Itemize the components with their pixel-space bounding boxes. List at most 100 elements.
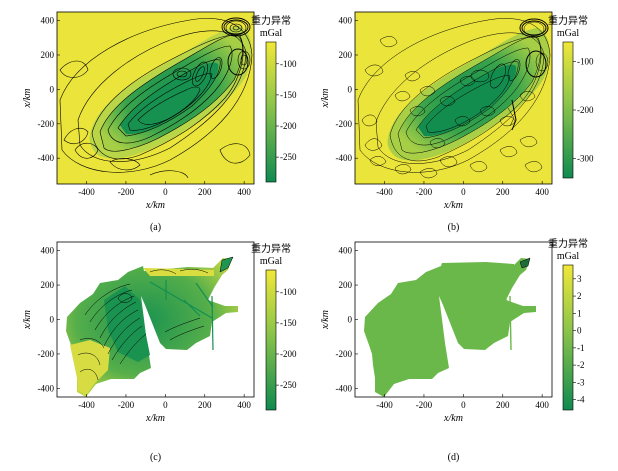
colorbar-tick-label: 3	[577, 274, 582, 284]
contours-c	[77, 269, 209, 381]
panel-d	[354, 241, 553, 398]
x-axis-label: x/km	[145, 200, 165, 211]
colorbar-unit: mGal	[260, 28, 282, 39]
x-tick-label: 200	[496, 400, 510, 410]
y-axis-label: x/km	[22, 310, 33, 330]
data-region-c-yellow-sw	[70, 340, 110, 395]
y-tick-label: 400	[41, 16, 55, 26]
x-tick-label: 0	[163, 187, 168, 197]
map-b	[355, 12, 552, 184]
x-tick-label: -200	[118, 400, 135, 410]
y-tick-label: -200	[38, 119, 55, 129]
y-tick-label: -200	[336, 349, 353, 359]
colorbar-bar	[265, 269, 277, 411]
colorbar-tick-label: -150	[280, 318, 297, 328]
data-region-c-core	[104, 286, 150, 362]
x-tick-label: 400	[237, 400, 251, 410]
colorbar-title: 重力异常	[251, 242, 291, 255]
frame-a	[56, 11, 255, 185]
x-tick-label: -400	[376, 400, 393, 410]
y-tick-label: -200	[336, 119, 353, 129]
x-tick-label: 0	[461, 187, 466, 197]
x-axis-label: x/km	[443, 413, 463, 424]
colorbar-title: 重力异常	[251, 14, 291, 27]
axes-layer: -400 -200 0 200 4004002000-200-400x/kmx/km(a…	[22, 14, 594, 463]
colorbar-tick-label: -250	[280, 152, 297, 162]
y-axis-label: x/km	[22, 89, 33, 109]
streak-c-ne	[219, 256, 234, 273]
panel-label: (a)	[150, 222, 161, 233]
colorbar-tick-label: -250	[280, 380, 297, 390]
colorbar-unit: mGal	[557, 28, 579, 39]
y-axis-label: x/km	[320, 89, 331, 109]
y-tick-label: -400	[336, 153, 353, 163]
y-tick-label: 0	[50, 315, 55, 325]
y-tick-label: 0	[348, 315, 353, 325]
colorbar-title: 重力异常	[548, 14, 588, 27]
x-axis-label: x/km	[443, 200, 463, 211]
colorbar-tick-label: -1	[577, 343, 585, 353]
x-tick-label: 200	[198, 400, 212, 410]
panel-label: (d)	[448, 452, 460, 463]
panel-c	[56, 241, 255, 398]
colorbar-bar	[562, 264, 574, 411]
frame-b	[354, 11, 553, 185]
panel-label: (b)	[448, 222, 460, 233]
map-c	[57, 242, 254, 397]
x-tick-label: 400	[237, 187, 251, 197]
x-tick-label: 0	[461, 400, 466, 410]
x-axis-label: x/km	[145, 413, 165, 424]
streaks-d	[447, 281, 512, 351]
y-tick-label: 0	[348, 84, 353, 94]
colorbar-tick-label: -300	[577, 154, 594, 164]
colorbar-tick-label: 2	[577, 291, 582, 301]
colorbar-bar	[265, 41, 277, 183]
x-tick-label: -200	[416, 400, 433, 410]
x-tick-label: 0	[163, 400, 168, 410]
axes-0: -400 -200 0 200 400 400 200 0 -200 -400 x/km x/km (a…	[22, 14, 297, 233]
panel-b	[354, 11, 553, 185]
y-tick-label: 400	[339, 16, 353, 26]
axes-3: -400 -200 0 200 400 400 200 0 -200 -400 x/km x/km (d…	[320, 237, 588, 463]
y-tick-label: 400	[41, 246, 55, 256]
x-tick-label: 200	[198, 187, 212, 197]
panel-label: (c)	[150, 452, 161, 463]
y-tick-label: 0	[50, 84, 55, 94]
y-tick-label: 200	[41, 50, 55, 60]
colorbar-tick-label: -2	[577, 360, 585, 370]
panel-a	[56, 11, 255, 185]
x-tick-label: -200	[118, 187, 135, 197]
colorbar-unit: mGal	[260, 256, 282, 267]
y-tick-label: -400	[336, 383, 353, 393]
colorbar-tick-label: -200	[280, 121, 297, 131]
y-tick-label: -400	[38, 383, 55, 393]
colorbar-title: 重力异常	[548, 237, 588, 250]
y-tick-label: -400	[38, 153, 55, 163]
colorbar-unit: mGal	[557, 251, 579, 262]
dense-contours-a	[221, 17, 251, 76]
x-tick-label: -400	[78, 187, 95, 197]
map-d	[355, 242, 552, 397]
colorbar-tick-label: -3	[577, 377, 585, 387]
colorbar-tick-label: -4	[577, 395, 585, 405]
y-tick-label: 200	[339, 280, 353, 290]
colorbar-tick-label: -150	[280, 90, 297, 100]
basin-b-core	[418, 64, 517, 137]
data-region-d	[364, 258, 536, 397]
x-tick-label: -200	[416, 187, 433, 197]
anomaly-d-ne	[519, 257, 531, 269]
axes-2: -400 -200 0 200 400 400 200 0 -200 -400 x/km x/km (c…	[22, 242, 297, 463]
colorbar-tick-label: -200	[280, 349, 297, 359]
axes-1: -400 -200 0 200 400 400 200 0 -200 -400 x/km x/km (b…	[320, 14, 594, 233]
streaks-c	[149, 280, 214, 351]
y-tick-label: 400	[339, 246, 353, 256]
colorbar-tick-label: -100	[577, 56, 594, 66]
y-tick-label: 200	[339, 50, 353, 60]
y-tick-label: -200	[38, 349, 55, 359]
x-tick-label: 400	[535, 400, 549, 410]
x-tick-label: -400	[376, 187, 393, 197]
x-tick-label: 400	[535, 187, 549, 197]
contours-a	[59, 18, 253, 179]
colorbar-tick-label: 1	[577, 308, 582, 318]
